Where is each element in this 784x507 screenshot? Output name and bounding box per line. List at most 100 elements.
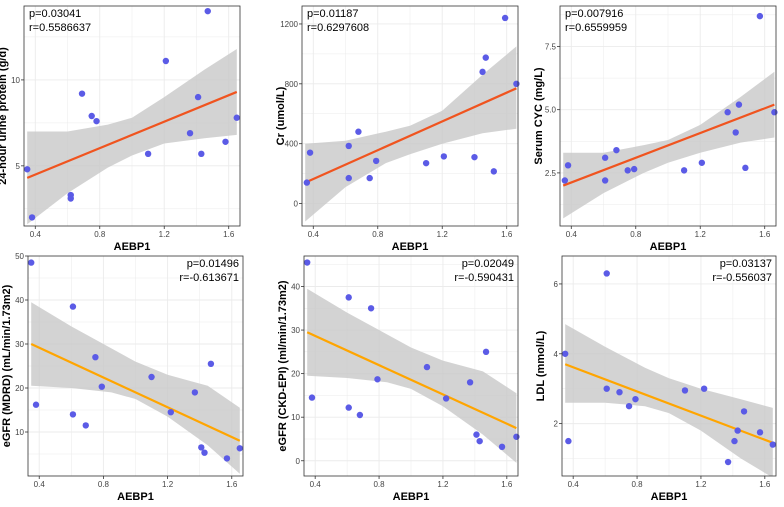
y-tick-label: 4 (554, 350, 559, 359)
data-point (236, 445, 243, 452)
y-tick-label: 5 (16, 162, 21, 171)
p-value-label: p=0.01187 (307, 8, 359, 20)
data-point (186, 129, 194, 137)
data-point (632, 395, 639, 403)
y-tick-label: 2 (554, 420, 559, 429)
data-point (630, 165, 638, 173)
data-point (564, 162, 572, 169)
r-value-label: r=0.6297608 (307, 22, 369, 34)
data-point (191, 389, 199, 396)
data-point (93, 117, 100, 125)
data-point (345, 404, 352, 411)
data-point (69, 411, 77, 418)
data-point (78, 90, 86, 97)
data-point (681, 387, 689, 394)
data-point (198, 444, 205, 451)
x-tick-label: 1.6 (759, 480, 771, 489)
y-axis-title: 24-hour urine protein (g/d) (0, 47, 9, 185)
data-point (724, 109, 731, 116)
x-tick-label: 1.6 (501, 230, 513, 239)
x-tick-label: 0.4 (30, 230, 42, 239)
x-tick-label: 0.4 (566, 230, 578, 239)
x-tick-label: 0.8 (630, 230, 642, 239)
data-point (479, 68, 486, 76)
x-axis-title: AEBP1 (651, 491, 688, 503)
data-point (613, 146, 620, 154)
x-tick-label: 0.8 (373, 480, 385, 489)
data-point (769, 441, 777, 448)
data-point (616, 388, 623, 396)
x-tick-label: 1.2 (437, 480, 449, 489)
x-tick-label: 0.8 (372, 230, 384, 239)
y-tick-label: 30 (291, 326, 300, 335)
plot-border (27, 255, 244, 477)
x-tick-label: 1.6 (759, 230, 771, 239)
data-point (698, 159, 706, 166)
data-point (233, 114, 240, 121)
x-tick-label: 1.2 (695, 230, 707, 239)
data-point (466, 379, 474, 386)
x-tick-label: 0.4 (34, 480, 46, 489)
p-value-label: p=0.01496 (187, 258, 239, 270)
y-tick-label: 10 (291, 413, 300, 422)
r-value-label: r=0.6559959 (565, 22, 627, 34)
p-value-label: p=0.02049 (462, 258, 514, 270)
data-point (471, 153, 478, 161)
regression-line (562, 103, 775, 187)
x-tick-label: 0.4 (308, 230, 320, 239)
data-point (624, 167, 631, 174)
p-value-label: p=0.03041 (29, 8, 81, 20)
x-axis-title: AEBP1 (393, 491, 430, 503)
data-point (28, 259, 35, 266)
data-point (724, 458, 732, 466)
x-tick-label: 1.2 (162, 480, 174, 489)
data-point (306, 149, 314, 156)
data-point (565, 437, 572, 445)
confidence-band (565, 324, 773, 476)
plot-border (561, 255, 777, 477)
y-tick-label: 400 (285, 140, 299, 149)
regression-line (304, 87, 517, 184)
y-tick-label: 0 (294, 200, 299, 209)
y-tick-label: 5.0 (545, 106, 557, 115)
data-point (561, 177, 569, 184)
data-point (223, 455, 231, 462)
y-axis-title: eGFR (CKD-EPI) (ml/min/1.73m2) (277, 280, 289, 451)
data-point (513, 433, 520, 440)
r-value-label: r=0.5586637 (29, 22, 91, 34)
data-point (490, 168, 498, 175)
r-value-label: r=-0.556037 (712, 272, 772, 284)
x-tick-label: 0.4 (568, 480, 580, 489)
plot-border (23, 5, 241, 227)
data-point (700, 385, 708, 392)
y-tick-label: 7.5 (545, 42, 557, 51)
confidence-band (27, 49, 237, 225)
data-point (731, 437, 738, 445)
data-point (32, 401, 40, 408)
p-value-label: p=0.03137 (720, 258, 772, 270)
data-point (740, 408, 748, 415)
data-point (734, 427, 741, 434)
data-point (513, 80, 520, 88)
data-point (498, 443, 506, 451)
r-value-label: r=-0.590431 (454, 272, 514, 284)
r-value-label: r=-0.613671 (179, 272, 239, 284)
data-point (345, 174, 352, 182)
data-point (601, 154, 609, 161)
x-tick-label: 0.8 (98, 480, 110, 489)
data-point (423, 363, 431, 371)
y-axis-title: Serum CYC (mg/L) (533, 67, 545, 165)
x-tick-label: 1.6 (226, 480, 238, 489)
data-point (69, 303, 77, 310)
y-tick-label: 40 (15, 296, 24, 305)
data-point (482, 348, 490, 356)
x-axis-title: AEBP1 (650, 241, 687, 253)
confidence-band (305, 46, 517, 222)
regression-line (306, 331, 517, 430)
data-point (204, 7, 211, 15)
y-axis-title: Cr (umol/L) (275, 86, 287, 145)
data-point (561, 350, 569, 357)
y-tick-label: 800 (285, 80, 299, 89)
data-point (88, 112, 95, 120)
data-point (92, 354, 99, 361)
